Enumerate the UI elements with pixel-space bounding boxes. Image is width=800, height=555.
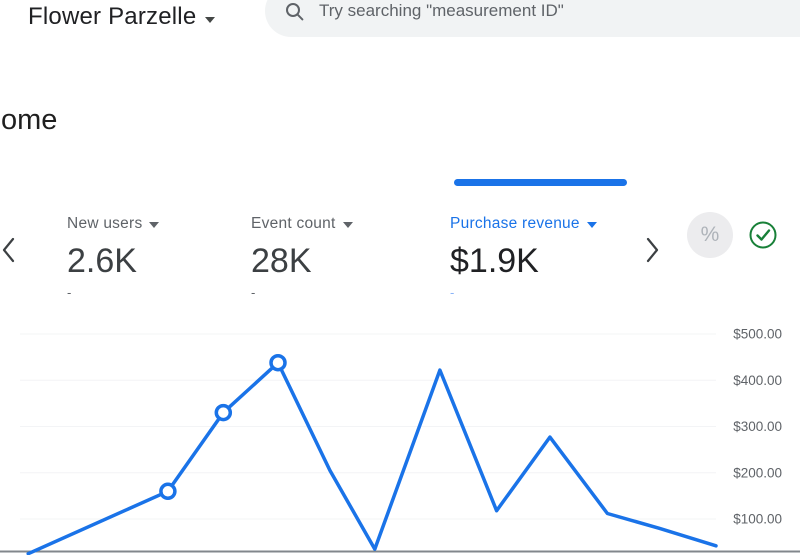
metric-label: Event count bbox=[251, 213, 353, 234]
metric-label-text: New users bbox=[67, 215, 143, 232]
status-ok-icon[interactable] bbox=[748, 220, 778, 250]
revenue-chart[interactable]: $500.00 $400.00 $300.00 $200.00 $100.00 bbox=[0, 320, 800, 555]
carousel-next-button[interactable] bbox=[644, 236, 662, 264]
app-header: Flower Parzelle bbox=[0, 0, 800, 46]
percent-badge-icon[interactable]: % bbox=[687, 212, 733, 258]
metric-value: $1.9K bbox=[450, 242, 539, 280]
metric-change: - bbox=[450, 285, 455, 300]
y-axis-tick-label: $200.00 bbox=[733, 465, 782, 480]
revenue-line-series bbox=[26, 360, 718, 555]
page-title: Home bbox=[0, 104, 58, 136]
chevron-left-icon bbox=[2, 237, 15, 263]
chevron-down-icon[interactable] bbox=[586, 221, 597, 228]
metric-change: - bbox=[251, 285, 256, 300]
y-axis-tick-label: $500.00 bbox=[733, 327, 782, 342]
check-circle-icon bbox=[749, 221, 777, 249]
chevron-down-icon[interactable] bbox=[342, 221, 353, 228]
metric-tab-event-count[interactable]: Event count 28K - bbox=[251, 213, 353, 300]
y-axis-tick-label: $400.00 bbox=[733, 373, 782, 388]
metric-label-text: Purchase revenue bbox=[450, 215, 580, 232]
search-bar[interactable] bbox=[265, 0, 800, 37]
data-point-marker[interactable] bbox=[159, 482, 177, 501]
property-name: Flower Parzelle bbox=[28, 3, 197, 30]
metric-tab-new-users[interactable]: New users 2.6K - bbox=[67, 213, 160, 300]
y-axis-tick-label: $100.00 bbox=[733, 512, 782, 527]
metric-value: 28K bbox=[251, 242, 312, 280]
chevron-down-icon bbox=[205, 16, 216, 23]
data-point-marker[interactable] bbox=[269, 353, 287, 372]
chevron-down-icon[interactable] bbox=[149, 221, 160, 228]
metric-change: - bbox=[67, 285, 72, 300]
property-switcher[interactable]: Flower Parzelle bbox=[28, 0, 216, 34]
search-icon bbox=[286, 2, 304, 20]
metric-label: New users bbox=[67, 213, 160, 234]
data-point-marker[interactable] bbox=[214, 403, 233, 422]
chevron-right-icon bbox=[646, 237, 659, 263]
selected-metric-indicator bbox=[454, 179, 627, 186]
carousel-prev-button[interactable] bbox=[1, 236, 19, 264]
metric-tab-purchase-revenue[interactable]: Purchase revenue $1.9K - bbox=[450, 213, 597, 300]
metric-label-text: Event count bbox=[251, 215, 336, 232]
metric-value: 2.6K bbox=[67, 242, 137, 280]
metric-label: Purchase revenue bbox=[450, 213, 597, 234]
search-input[interactable] bbox=[317, 0, 751, 22]
y-axis-tick-label: $300.00 bbox=[733, 419, 782, 434]
percent-glyph: % bbox=[700, 223, 720, 246]
